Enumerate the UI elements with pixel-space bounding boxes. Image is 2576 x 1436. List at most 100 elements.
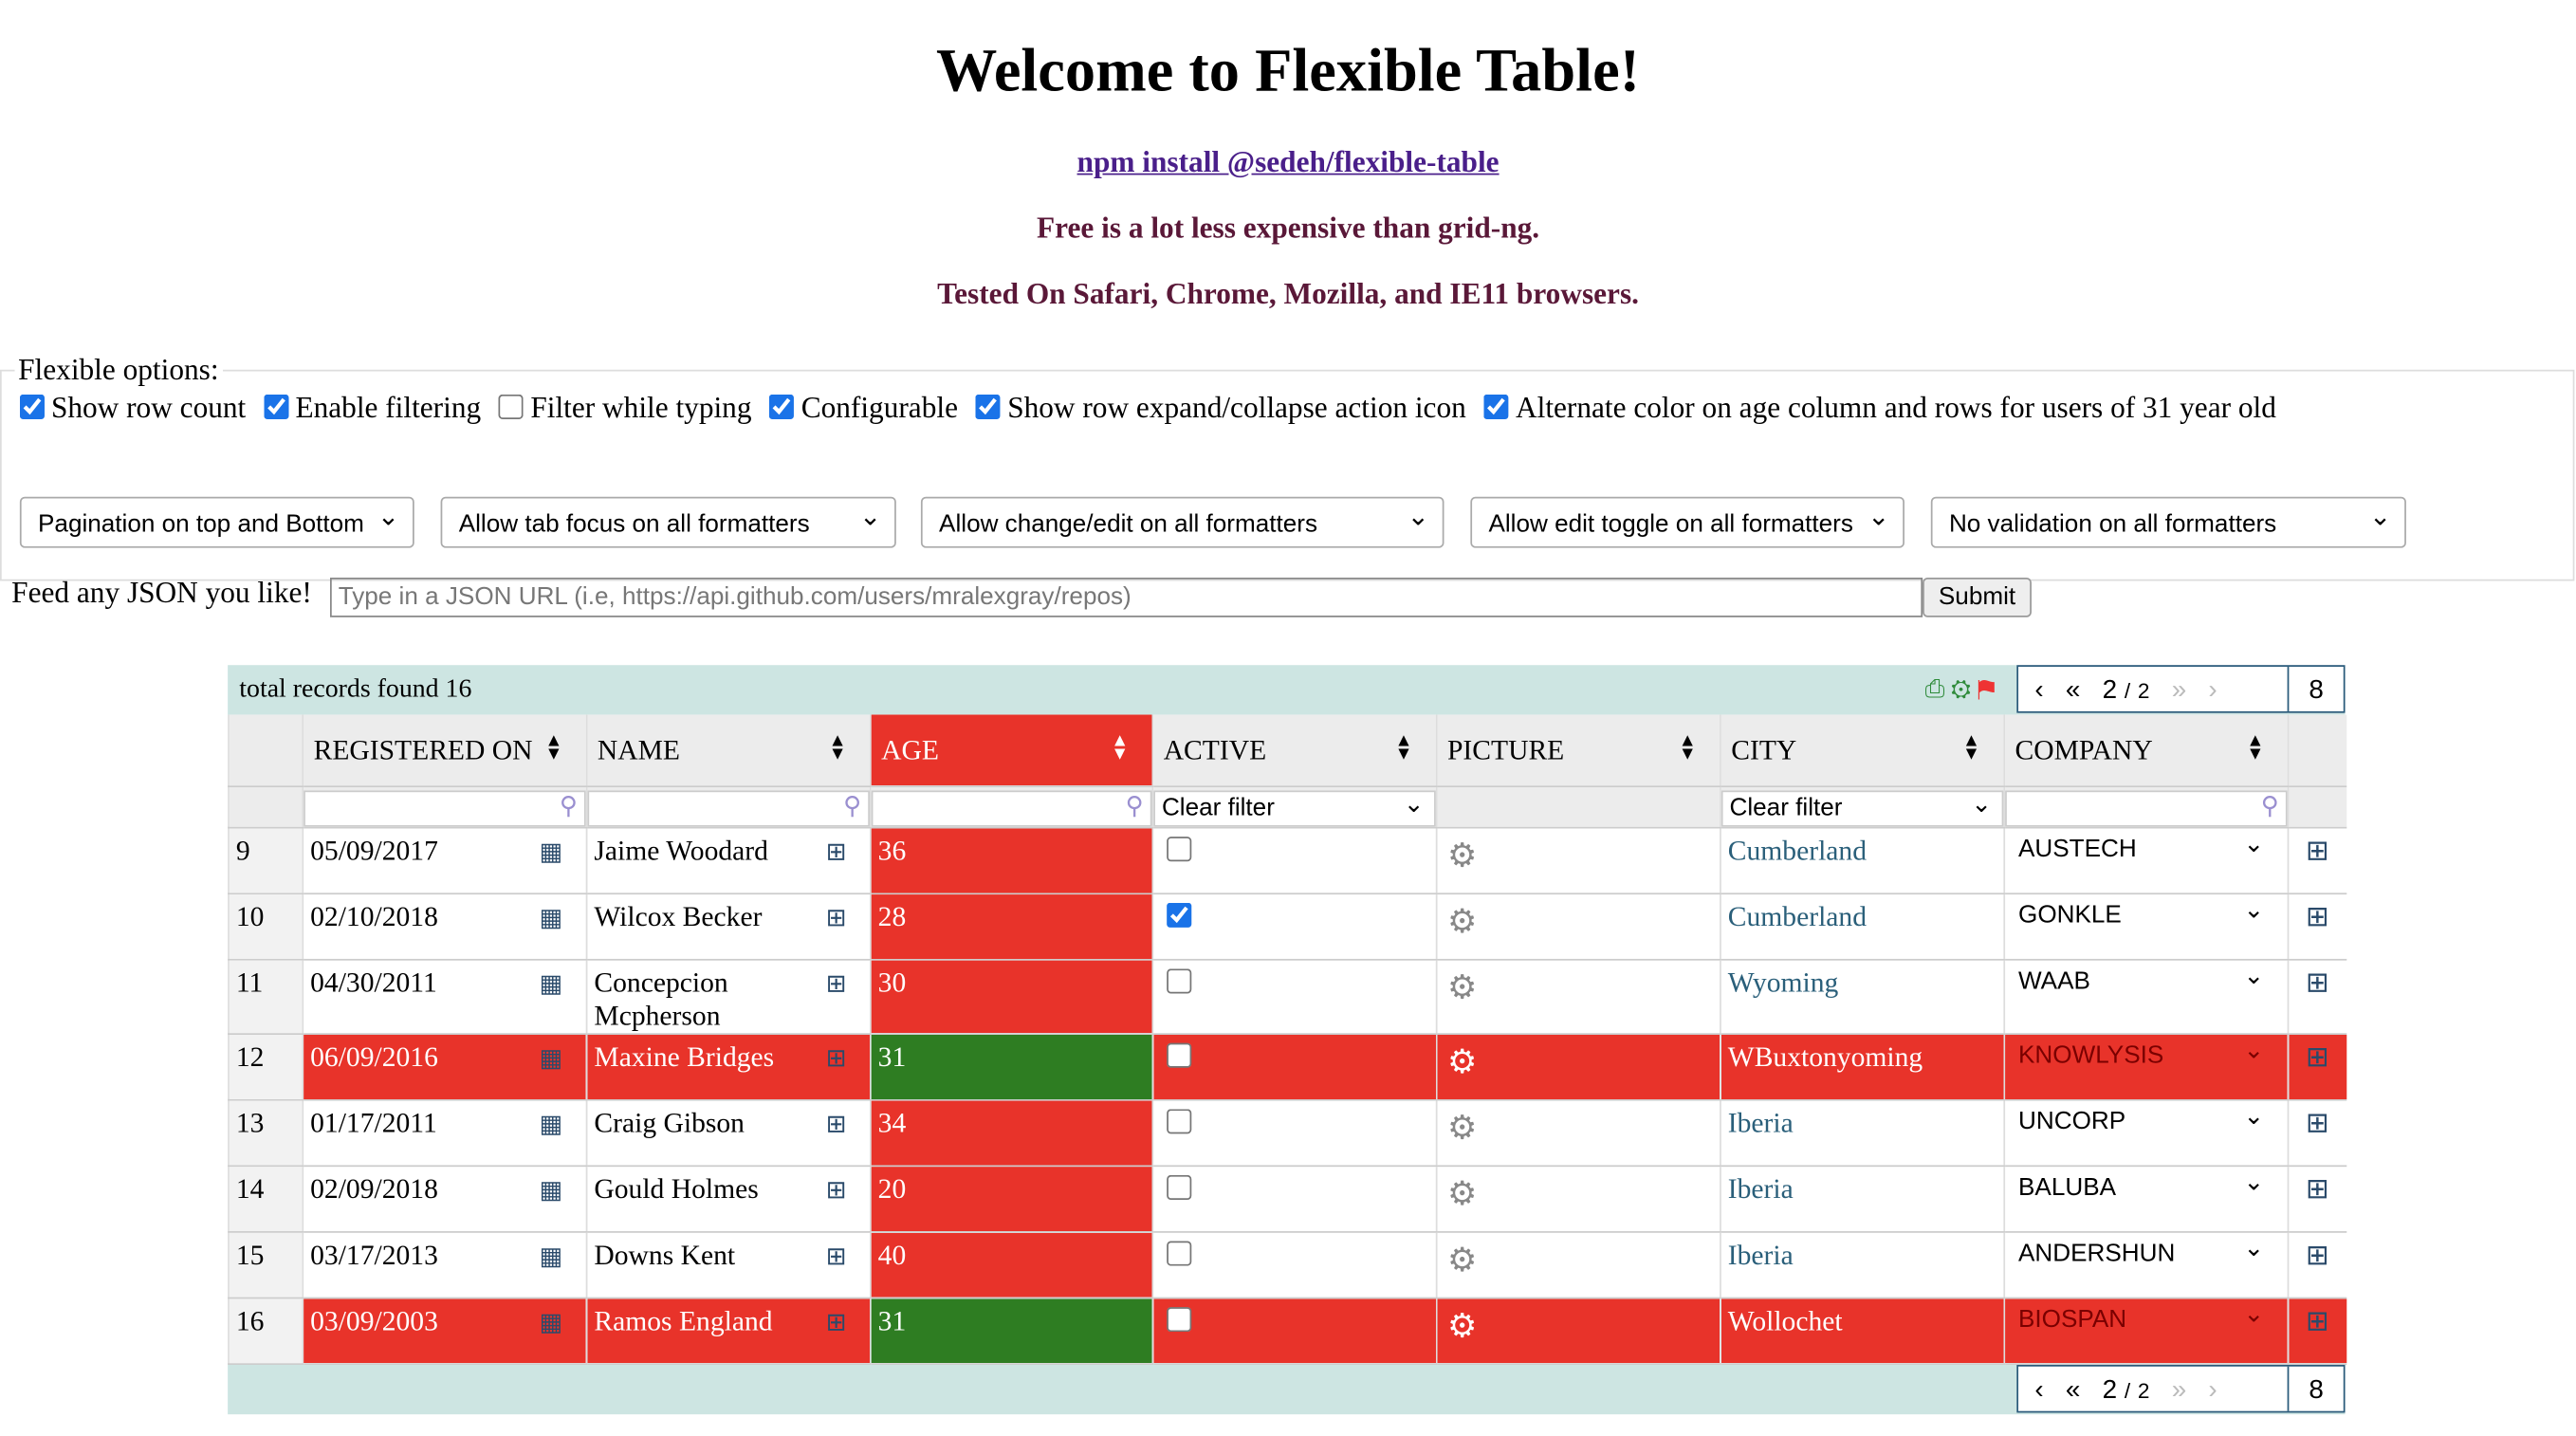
expand-icon[interactable]: ⊞: [825, 1046, 847, 1073]
age-cell: 40: [869, 1231, 1153, 1299]
date-cell: 03/17/2013 ▦: [302, 1231, 587, 1299]
company-cell[interactable]: BALUBA ⌄: [2003, 1166, 2289, 1233]
company-cell[interactable]: UNCORP ⌄: [2003, 1099, 2289, 1168]
select[interactable]: Allow tab focus on all formatters: [440, 492, 896, 548]
action-cell[interactable]: ⊞: [2287, 1034, 2346, 1101]
filter-select[interactable]: Clear filter ⌄: [1720, 790, 2004, 827]
select[interactable]: Allow edit toggle on all formatters: [1470, 492, 1904, 548]
expand-icon[interactable]: ⊞: [825, 971, 847, 999]
checkbox[interactable]: [19, 394, 45, 419]
flexible-table: total records found 16 ⎙ ⚙ ⚑ ‹ « 2 / 2 »…: [228, 665, 2346, 1415]
calendar-icon[interactable]: ▦: [539, 1310, 563, 1337]
header-cell[interactable]: CITY ▲ ▼: [1720, 714, 2005, 787]
city-cell: Iberia: [1720, 1231, 2005, 1299]
json-input[interactable]: Type in a JSON URL (i.e, https://api.git…: [330, 578, 1923, 617]
expand-icon[interactable]: ⊞: [825, 1243, 847, 1271]
name: Ramos England: [594, 1305, 773, 1337]
action-cell[interactable]: ⊞: [2287, 1231, 2346, 1299]
calendar-icon[interactable]: ▦: [539, 839, 563, 867]
calendar-icon[interactable]: ▦: [539, 1178, 563, 1206]
option-label: Show row count: [50, 391, 247, 425]
header-cell[interactable]: NAME ▲ ▼: [585, 714, 871, 787]
option[interactable]: Enable filtering: [259, 391, 481, 424]
submit-button[interactable]: Submit: [1923, 578, 2032, 617]
select[interactable]: Pagination on top and Bottom: [19, 492, 414, 548]
date: 03/09/2003: [310, 1305, 438, 1337]
pager-top[interactable]: ‹ « 2 / 2 » › 8: [2016, 665, 2346, 713]
filter-input[interactable]: ⚲: [587, 790, 870, 827]
expand-icon[interactable]: ⊞: [825, 906, 847, 933]
filter-input[interactable]: ⚲: [2005, 790, 2288, 827]
name: Craig Gibson: [594, 1107, 745, 1139]
expand-icon[interactable]: ⊞: [825, 1112, 847, 1139]
select[interactable]: Allow change/edit on all formatters: [920, 492, 1444, 548]
checkbox[interactable]: [264, 394, 289, 419]
company-cell[interactable]: AUSTECH ⌄: [2003, 827, 2289, 895]
active-checkbox[interactable]: [1167, 1042, 1192, 1068]
option[interactable]: Show row expand/collapse action icon: [971, 391, 1466, 424]
calendar-icon[interactable]: ▦: [539, 1112, 563, 1139]
option[interactable]: Alternate color on age column and rows f…: [1480, 391, 2276, 424]
filter-select[interactable]: Clear filter ⌄: [1153, 790, 1436, 827]
option[interactable]: Configurable: [764, 391, 958, 424]
header-cell[interactable]: REGISTERED ON ▲ ▼: [302, 714, 587, 787]
action-cell[interactable]: ⊞: [2287, 1298, 2346, 1365]
filter-cell: Clear filter ⌄: [1720, 786, 2005, 829]
expand-icon[interactable]: ⊞: [825, 1310, 847, 1337]
chevron: ⌄: [2243, 962, 2265, 990]
calendar-icon[interactable]: ▦: [539, 971, 563, 999]
company-cell[interactable]: GONKLE ⌄: [2003, 893, 2289, 961]
action-cell[interactable]: ⊞: [2287, 893, 2346, 961]
active-checkbox[interactable]: [1167, 902, 1192, 928]
row-index: 14: [228, 1166, 304, 1233]
tagline: Free is a lot less expensive than grid-n…: [1037, 211, 1540, 245]
option[interactable]: Filter while typing: [494, 391, 752, 424]
calendar-icon[interactable]: ▦: [539, 1046, 563, 1073]
calendar-icon[interactable]: ▦: [539, 1243, 563, 1271]
active-checkbox[interactable]: [1167, 1307, 1192, 1333]
row: 12 06/09/2016 ▦ Maxine Bridges ⊞ 31 ⚙ WBuxtonyo…: [228, 1034, 2346, 1101]
filter-input[interactable]: ⚲: [871, 790, 1152, 827]
header-cell[interactable]: COMPANY ▲ ▼: [2003, 714, 2289, 787]
action-cell[interactable]: ⊞: [2287, 827, 2346, 895]
action-cell[interactable]: ⊞: [2287, 1166, 2346, 1233]
picture-cell: ⚙: [1435, 1298, 1720, 1365]
checkbox[interactable]: [499, 394, 524, 419]
date-cell: 03/09/2003 ▦: [302, 1298, 587, 1365]
picture-icon: ⚙: [1446, 970, 1478, 1007]
active-checkbox[interactable]: [1167, 1174, 1192, 1200]
option[interactable]: Show row count: [15, 391, 247, 425]
company-cell[interactable]: ANDERSHUN ⌄: [2003, 1231, 2289, 1299]
header-cell: [2287, 714, 2346, 787]
active-checkbox[interactable]: [1167, 968, 1192, 994]
header-cell[interactable]: AGE ▲ ▼: [869, 714, 1153, 787]
header-cell[interactable]: ACTIVE ▲ ▼: [1151, 714, 1437, 787]
header-cell[interactable]: PICTURE ▲ ▼: [1435, 714, 1720, 787]
active-checkbox[interactable]: [1167, 1109, 1192, 1134]
picture-cell: ⚙: [1435, 1034, 1720, 1101]
page-current: 2: [2102, 1376, 2118, 1405]
filter-input[interactable]: ⚲: [304, 790, 586, 827]
expand-icon[interactable]: ⊞: [825, 839, 847, 867]
company-cell[interactable]: WAAB ⌄: [2003, 959, 2289, 1035]
company-cell[interactable]: BIOSPAN ⌄: [2003, 1298, 2289, 1365]
calendar-icon[interactable]: ▦: [539, 906, 563, 933]
pager-bottom[interactable]: ‹ « 2 / 2 » › 8: [2016, 1364, 2346, 1413]
checkbox[interactable]: [769, 394, 795, 419]
name-cell: Concepcion Mcpherson ⊞: [585, 959, 871, 1035]
expand-icon[interactable]: ⊞: [825, 1178, 847, 1206]
active-checkbox[interactable]: [1167, 1241, 1192, 1266]
checkbox[interactable]: [1483, 394, 1510, 419]
action-cell[interactable]: ⊞: [2287, 1099, 2346, 1168]
title-wrap: Welcome to Flexible Table!: [0, 36, 2576, 107]
action-cell[interactable]: ⊞: [2287, 959, 2346, 1035]
options-legend: Flexible options:: [18, 353, 219, 387]
toolbar-icons[interactable]: ⎙ ⚙ ⚑: [1924, 676, 1996, 704]
company-cell[interactable]: KNOWLYSIS ⌄: [2003, 1034, 2289, 1101]
title: Welcome to Flexible Table!: [936, 38, 1641, 106]
select[interactable]: No validation on all formatters: [1930, 492, 2406, 548]
row: 13 01/17/2011 ▦ Craig Gibson ⊞ 34 ⚙ Iberia UNCOR…: [228, 1099, 2346, 1168]
checkbox[interactable]: [976, 394, 1002, 419]
active-checkbox[interactable]: [1167, 837, 1192, 862]
npm-link[interactable]: npm install @sedeh/flexible-table: [1076, 145, 1500, 178]
